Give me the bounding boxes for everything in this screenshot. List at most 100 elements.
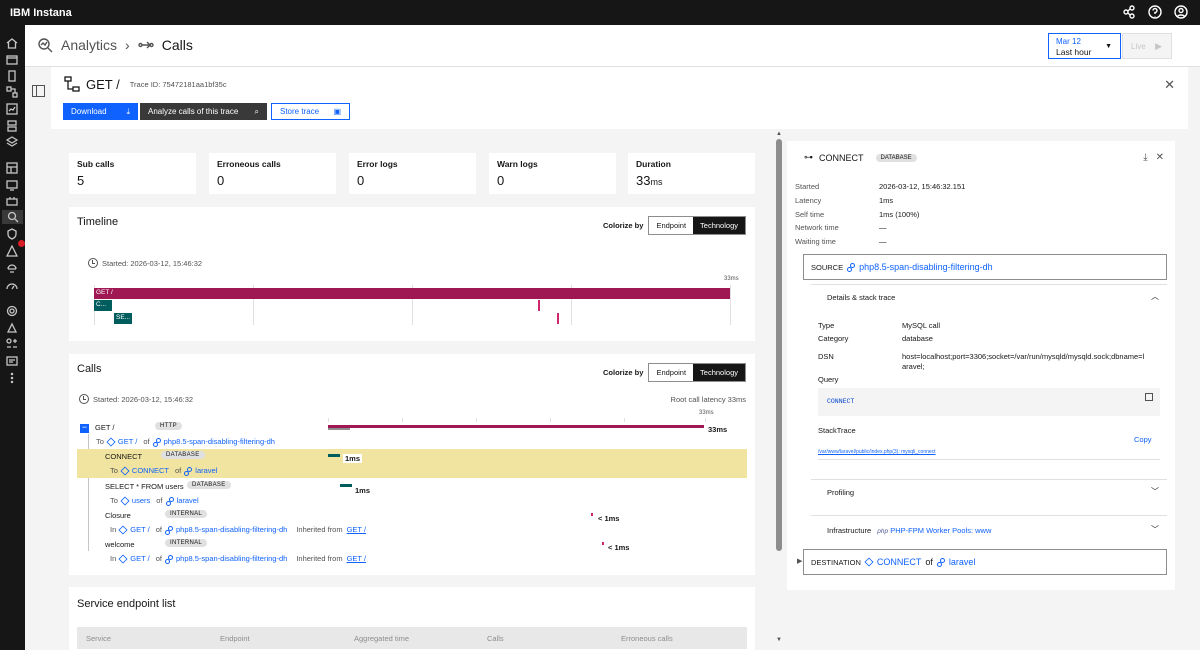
security-icon[interactable] bbox=[5, 227, 19, 241]
column-erroneous-calls[interactable]: Erroneous calls bbox=[621, 633, 673, 643]
call-name: welcome bbox=[105, 540, 135, 549]
reports-icon[interactable] bbox=[5, 354, 19, 368]
service-link[interactable]: php8.5-span-disabling-filtering-dh bbox=[175, 525, 288, 534]
slo-icon[interactable] bbox=[5, 279, 19, 293]
call-target: In GET / of php8.5-span-disabling-filter… bbox=[110, 524, 367, 535]
column-service[interactable]: Service bbox=[86, 633, 112, 643]
alerts-icon[interactable] bbox=[5, 240, 25, 258]
analytics-icon[interactable] bbox=[2, 210, 23, 224]
endpoint-link[interactable]: GET / bbox=[130, 525, 150, 534]
colorize-technology-option[interactable]: Technology bbox=[693, 364, 745, 381]
scroll-down-icon[interactable]: ▼ bbox=[776, 637, 782, 643]
timeline-bar-connect[interactable]: C... bbox=[94, 300, 112, 311]
analyze-calls-button[interactable]: Analyze calls of this trace ⌕ bbox=[140, 103, 267, 120]
profiling-accordion[interactable]: Profiling ﹀ bbox=[811, 479, 1167, 512]
call-row-selected[interactable]: CONNECT DATABASE To CONNECT of laravel 1… bbox=[77, 449, 747, 478]
call-name: SELECT * FROM users bbox=[105, 482, 184, 491]
close-icon[interactable]: ✕ bbox=[1164, 77, 1175, 92]
applications-icon[interactable] bbox=[5, 85, 19, 99]
destination-service-link[interactable]: laravel bbox=[948, 557, 976, 567]
details-accordion[interactable]: Details & stack trace ︿ bbox=[811, 284, 1167, 317]
endpoint-link[interactable]: users bbox=[131, 496, 151, 505]
main-scrollbar[interactable]: ▲ ▼ bbox=[776, 131, 782, 646]
close-icon[interactable]: ✕ bbox=[1155, 152, 1164, 163]
endpoint-link[interactable]: GET / bbox=[117, 437, 138, 446]
call-row[interactable]: SELECT * FROM users DATABASE To users of… bbox=[77, 479, 747, 508]
inherited-link[interactable]: GET / bbox=[346, 525, 367, 534]
column-endpoint[interactable]: Endpoint bbox=[220, 633, 250, 643]
scroll-thumb[interactable] bbox=[776, 139, 782, 551]
time-range-picker[interactable]: Mar 12 Last hour ▼ bbox=[1048, 33, 1121, 59]
time-range-date: Mar 12 bbox=[1056, 37, 1081, 46]
automation-icon[interactable] bbox=[5, 195, 19, 209]
endpoint-icon bbox=[118, 524, 128, 535]
call-row[interactable]: Closure INTERNAL In GET / of php8.5-span… bbox=[77, 508, 747, 537]
download-button[interactable]: Download ⤓ bbox=[63, 103, 138, 120]
timeline-bar-welcome[interactable] bbox=[557, 313, 559, 324]
dashboards-icon[interactable] bbox=[5, 102, 19, 116]
breadcrumb-analytics[interactable]: Analytics bbox=[61, 37, 118, 53]
smart-alerts-icon[interactable] bbox=[5, 262, 19, 276]
infrastructure-link[interactable]: PHP-FPM Worker Pools: www bbox=[890, 526, 992, 535]
destination-link[interactable]: CONNECT bbox=[876, 557, 922, 567]
call-target: In GET / of php8.5-span-disabling-filter… bbox=[110, 553, 367, 564]
inherited-link[interactable]: GET / bbox=[346, 554, 367, 563]
settings-icon[interactable] bbox=[5, 304, 19, 318]
stacktrace-frame-link[interactable]: /var/www/laravel/public/index.php(3): my… bbox=[818, 449, 936, 455]
gridline bbox=[253, 285, 254, 325]
stat-value: 0 bbox=[357, 173, 365, 188]
call-latency: 1ms bbox=[343, 454, 363, 463]
more-icon[interactable] bbox=[5, 371, 19, 385]
timeline-bar-select[interactable]: SE... bbox=[114, 313, 132, 324]
agents-icon[interactable] bbox=[5, 321, 19, 335]
infrastructure-accordion[interactable]: Infrastructure php PHP-FPM Worker Pools:… bbox=[811, 515, 1167, 545]
source-box[interactable]: SOURCE php8.5-span-disabling-filtering-d… bbox=[803, 254, 1167, 280]
store-trace-button[interactable]: Store trace ▣ bbox=[271, 103, 350, 120]
calls-axis-max: 33ms bbox=[699, 410, 714, 416]
inherited-from: Inherited from GET / bbox=[296, 554, 367, 563]
copy-icon[interactable] bbox=[1145, 393, 1153, 401]
service-link[interactable]: php8.5-span-disabling-filtering-dh bbox=[175, 554, 288, 563]
infrastructure-icon[interactable] bbox=[5, 119, 19, 133]
chevron-down-icon[interactable]: ﹀ bbox=[1151, 487, 1159, 496]
help-icon[interactable] bbox=[1148, 5, 1162, 19]
endpoint-icon bbox=[118, 553, 128, 564]
destination-box[interactable]: DESTINATION CONNECT of laravel bbox=[803, 549, 1167, 575]
side-panel-toggle-icon[interactable] bbox=[32, 85, 45, 97]
source-link[interactable]: php8.5-span-disabling-filtering-dh bbox=[859, 262, 993, 272]
colorize-technology-option[interactable]: Technology bbox=[693, 217, 745, 234]
copy-button[interactable]: Copy bbox=[1134, 435, 1152, 444]
endpoint-link[interactable]: CONNECT bbox=[131, 466, 170, 475]
endpoint-link[interactable]: GET / bbox=[130, 554, 150, 563]
service-link[interactable]: laravel bbox=[195, 466, 218, 475]
service-link[interactable]: php8.5-span-disabling-filtering-dh bbox=[163, 437, 275, 446]
column-calls[interactable]: Calls bbox=[487, 633, 504, 643]
column-aggregated-time[interactable]: Aggregated time bbox=[354, 633, 410, 643]
colorize-endpoint-option[interactable]: Endpoint bbox=[656, 221, 687, 230]
platforms-icon[interactable] bbox=[5, 135, 19, 149]
call-row[interactable]: welcome INTERNAL In GET / of php8.5-span… bbox=[77, 537, 747, 566]
websites-icon[interactable] bbox=[5, 53, 19, 67]
collapse-toggle[interactable]: − bbox=[80, 422, 89, 433]
service-link[interactable]: laravel bbox=[176, 496, 199, 505]
timeline-title: Timeline bbox=[77, 216, 119, 228]
chevron-up-icon[interactable]: ︿ bbox=[1151, 292, 1159, 301]
synthetics-icon[interactable] bbox=[5, 161, 19, 175]
live-button[interactable]: Live ▶ bbox=[1122, 33, 1172, 59]
user-icon[interactable] bbox=[1174, 5, 1188, 19]
events-icon[interactable] bbox=[5, 178, 19, 192]
gridline bbox=[705, 418, 706, 422]
call-latency-bar bbox=[328, 454, 340, 457]
chevron-down-icon[interactable]: ﹀ bbox=[1151, 525, 1159, 534]
share-icon[interactable] bbox=[1122, 5, 1136, 19]
timeline-bar-get[interactable]: GET / bbox=[94, 288, 730, 299]
home-icon[interactable] bbox=[5, 36, 19, 50]
timeline-bar-closure[interactable] bbox=[538, 300, 540, 311]
profiling-title: Profiling bbox=[827, 488, 855, 497]
scroll-up-icon[interactable]: ▲ bbox=[776, 131, 782, 137]
colorize-endpoint-option[interactable]: Endpoint bbox=[656, 368, 687, 377]
integrations-icon[interactable] bbox=[5, 337, 19, 351]
call-row[interactable]: − GET / HTTP To GET / of php8.5-span-dis… bbox=[77, 420, 747, 449]
mobile-apps-icon[interactable] bbox=[5, 69, 19, 83]
download-icon[interactable]: ⤓ bbox=[1143, 152, 1148, 163]
